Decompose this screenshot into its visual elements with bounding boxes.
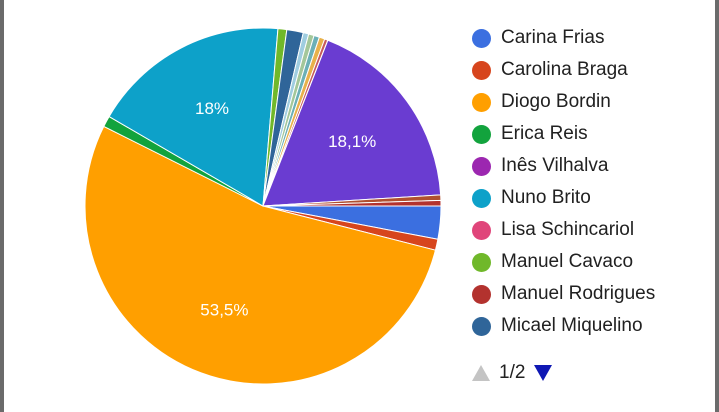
pie-slice-2 — [84, 125, 437, 385]
legend-item-4: Inês Vilhalva — [472, 150, 655, 182]
slice-data-label-13: 18,1% — [328, 132, 376, 151]
legend-item-1: Carolina Braga — [472, 54, 655, 86]
legend-item-6: Lisa Schincariol — [472, 214, 655, 246]
legend-label: Nuno Brito — [501, 187, 591, 208]
legend-swatch-icon — [472, 284, 491, 304]
slice-data-label-4: 18% — [195, 99, 229, 118]
legend-swatch-icon — [472, 316, 491, 336]
legend-label: Manuel Rodrigues — [501, 283, 656, 304]
pie-slice-13 — [262, 39, 442, 207]
previous-page-icon[interactable] — [472, 365, 490, 381]
legend-label: Erica Reis — [501, 123, 588, 144]
legend-swatch-icon — [472, 60, 491, 80]
legend-label: Carolina Braga — [501, 59, 628, 80]
legend-label: Carina Frias — [501, 27, 605, 48]
page-indicator: 1/2 — [499, 362, 526, 383]
legend-swatch-icon — [472, 28, 491, 48]
pie-slice-4 — [108, 27, 279, 207]
legend-item-9: Micael Miquelino — [472, 310, 655, 342]
legend-item-5: Nuno Brito — [472, 182, 655, 214]
legend-swatch-icon — [472, 92, 491, 112]
legend-item-0: Carina Frias — [472, 22, 655, 54]
legend-swatch-icon — [472, 188, 491, 208]
left-border — [0, 0, 4, 412]
legend-label: Inês Vilhalva — [501, 155, 609, 176]
right-border — [715, 0, 719, 412]
legend-label: Manuel Cavaco — [501, 251, 634, 272]
legend-swatch-icon — [472, 156, 491, 176]
legend-swatch-icon — [472, 124, 491, 144]
legend-label: Lisa Schincariol — [501, 219, 635, 240]
legend-swatch-icon — [472, 252, 491, 272]
legend-pager: 1/2 — [472, 362, 553, 384]
pie-slice-15 — [262, 199, 442, 207]
next-page-icon[interactable] — [534, 365, 553, 381]
legend-label: Micael Miquelino — [501, 315, 643, 336]
slice-data-label-2: 53,5% — [200, 300, 248, 319]
legend-label: Diogo Bordin — [501, 91, 611, 112]
legend: Carina Frias Carolina Braga Diogo Bordin Er… — [472, 22, 655, 342]
pie-chart: 53,5% 18% 18,1% — [84, 27, 442, 385]
legend-item-2: Diogo Bordin — [472, 86, 655, 118]
legend-item-8: Manuel Rodrigues — [472, 278, 655, 310]
legend-item-7: Manuel Cavaco — [472, 246, 655, 278]
legend-swatch-icon — [472, 220, 491, 240]
legend-item-3: Erica Reis — [472, 118, 655, 150]
